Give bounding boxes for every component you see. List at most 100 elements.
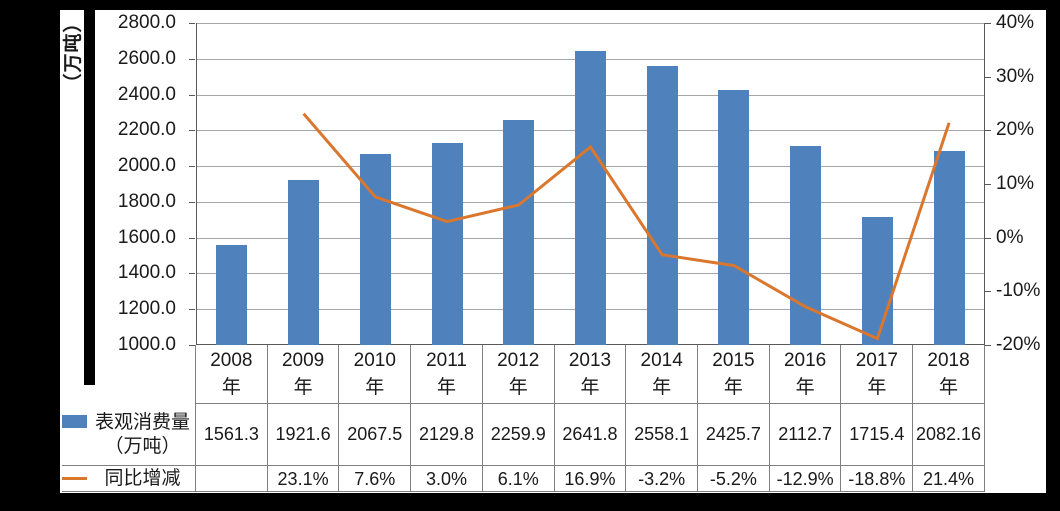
year-suffix-text: 年 bbox=[293, 377, 313, 398]
left-tick-label: 2200.0 bbox=[117, 119, 176, 140]
left-axis-line bbox=[196, 23, 197, 345]
right-tick bbox=[985, 23, 991, 24]
bar-2015 bbox=[718, 90, 749, 345]
right-tick-label: 40% bbox=[996, 12, 1035, 33]
year-suffix-text: 年 bbox=[365, 377, 385, 398]
consumption-value-2018: 2082.16 bbox=[913, 404, 985, 466]
year-text: 2016 bbox=[783, 350, 827, 371]
yoy-value-2010: 7.6% bbox=[339, 466, 412, 492]
year-suffix-text: 年 bbox=[221, 377, 241, 398]
consumption-value-2014: 2558.1 bbox=[626, 404, 699, 466]
left-tick bbox=[189, 130, 195, 131]
bar-2018 bbox=[934, 151, 965, 345]
right-tick-label: 20% bbox=[996, 119, 1035, 140]
left-tick bbox=[189, 345, 195, 346]
data-table: 2008 年 2009 年 2010 年 2011 年 2012 年 2013 年 2014 年 2015 年… bbox=[62, 345, 985, 492]
yoy-line bbox=[302, 112, 951, 341]
bar-2009 bbox=[288, 180, 319, 345]
year-text: 2011 bbox=[426, 350, 467, 371]
year-header-2008: 2008 年 bbox=[196, 345, 268, 404]
year-text: 2009 bbox=[281, 350, 325, 371]
consumption-value-2012: 2259.9 bbox=[482, 404, 555, 466]
left-tick-label: 1600.0 bbox=[117, 227, 176, 248]
yoy-value-2008 bbox=[196, 466, 268, 492]
bar-2011 bbox=[432, 143, 463, 345]
left-tick bbox=[189, 273, 195, 274]
year-text: 2012 bbox=[497, 350, 540, 371]
year-suffix-text: 年 bbox=[723, 377, 743, 398]
line-legend-swatch bbox=[62, 477, 87, 480]
left-tick bbox=[189, 166, 195, 167]
year-text: 2017 bbox=[855, 350, 898, 371]
bar-2013 bbox=[575, 51, 606, 345]
bar-2014 bbox=[647, 66, 678, 345]
yoy-value-2013: 16.9% bbox=[554, 466, 627, 492]
year-suffix-text: 年 bbox=[867, 377, 887, 398]
year-text: 2015 bbox=[712, 350, 755, 371]
chart-panel: （万吨） 2800.0 2600.0 2400.0 2200.0 2000.0 1800.… bbox=[60, 10, 1046, 493]
bar-2016 bbox=[790, 146, 821, 345]
line-legend-label: 同比增减 bbox=[104, 467, 181, 489]
year-suffix-text: 年 bbox=[652, 377, 672, 398]
left-tick bbox=[189, 59, 195, 60]
left-tick bbox=[189, 309, 195, 310]
consumption-value-2017: 1715.4 bbox=[841, 404, 914, 466]
yoy-value-2017: -18.8% bbox=[841, 466, 914, 492]
yoy-value-2011: 3.0% bbox=[411, 466, 483, 492]
year-header-2010: 2010 年 bbox=[339, 345, 412, 404]
left-tick bbox=[189, 95, 195, 96]
bar-2010 bbox=[360, 154, 391, 345]
right-tick-label: -20% bbox=[996, 334, 1041, 355]
bar-legend-label: 表观消费量 （万吨） bbox=[94, 411, 190, 457]
right-tick-label: 30% bbox=[996, 66, 1035, 87]
year-text: 2008 bbox=[210, 350, 253, 371]
consumption-value-2013: 2641.8 bbox=[554, 404, 627, 466]
consumption-value-2009: 1921.6 bbox=[267, 404, 340, 466]
bar-legend-swatch bbox=[62, 415, 87, 428]
year-header-2016: 2016 年 bbox=[769, 345, 842, 404]
right-tick bbox=[985, 345, 991, 346]
year-header-2009: 2009 年 bbox=[267, 345, 340, 404]
yoy-value-2018: 21.4% bbox=[913, 466, 985, 492]
plot-area bbox=[189, 23, 991, 346]
yoy-value-2012: 6.1% bbox=[482, 466, 555, 492]
left-axis-title: （万吨） bbox=[58, 10, 84, 95]
year-text: 2014 bbox=[640, 350, 683, 371]
consumption-value-2008: 1561.3 bbox=[196, 404, 268, 466]
bar-2008 bbox=[216, 245, 247, 345]
left-tick-label: 2600.0 bbox=[117, 48, 176, 69]
consumption-value-2015: 2425.7 bbox=[698, 404, 770, 466]
year-header-2013: 2013 年 bbox=[554, 345, 627, 404]
right-tick bbox=[985, 77, 991, 78]
right-tick bbox=[985, 130, 991, 131]
year-header-2017: 2017 年 bbox=[841, 345, 914, 404]
yoy-value-2009: 23.1% bbox=[267, 466, 340, 492]
right-tick bbox=[985, 291, 991, 292]
year-suffix-text: 年 bbox=[437, 377, 457, 398]
right-tick bbox=[985, 238, 991, 239]
year-header-2012: 2012 年 bbox=[482, 345, 555, 404]
bar-2012 bbox=[503, 120, 534, 345]
left-tick-label: 1000.0 bbox=[117, 334, 176, 355]
left-axis-title-text: （万吨） bbox=[63, 12, 84, 93]
yoy-value-2016: -12.9% bbox=[769, 466, 842, 492]
right-tick-label: 0% bbox=[996, 227, 1024, 248]
right-tick-label: -10% bbox=[996, 280, 1041, 301]
year-header-2011: 2011 年 bbox=[411, 345, 483, 404]
year-text: 2010 bbox=[353, 350, 396, 371]
left-tick bbox=[189, 23, 195, 24]
year-suffix-text: 年 bbox=[580, 377, 600, 398]
right-tick bbox=[985, 184, 991, 185]
consumption-value-2010: 2067.5 bbox=[339, 404, 412, 466]
yoy-value-2014: -3.2% bbox=[626, 466, 699, 492]
left-tick-label: 2800.0 bbox=[117, 12, 176, 33]
consumption-value-2011: 2129.8 bbox=[411, 404, 483, 466]
consumption-value-2016: 2112.7 bbox=[769, 404, 842, 466]
table-corner-cell bbox=[62, 345, 196, 404]
left-tick-label: 2000.0 bbox=[117, 155, 176, 176]
year-header-2015: 2015 年 bbox=[698, 345, 770, 404]
year-suffix-text: 年 bbox=[508, 377, 528, 398]
yoy-value-2015: -5.2% bbox=[698, 466, 770, 492]
year-suffix-text: 年 bbox=[939, 377, 959, 398]
